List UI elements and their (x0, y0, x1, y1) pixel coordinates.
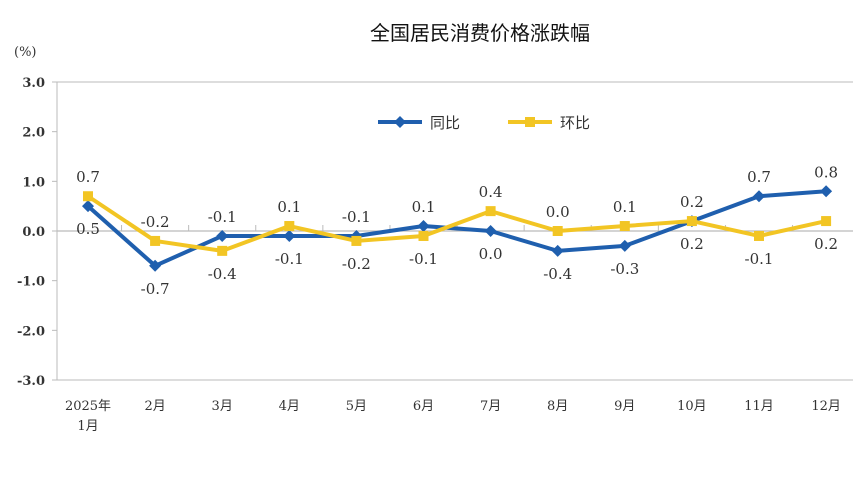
data-label: 0.4 (479, 183, 503, 201)
mom-point-marker (418, 230, 429, 241)
x-tick-label: 11月 (744, 399, 774, 414)
x-tick-label: 10月 (677, 399, 707, 414)
mom-point-marker (754, 230, 764, 241)
yoy-point-marker (484, 225, 497, 237)
data-label: -0.7 (141, 280, 170, 298)
yoy-point-marker (82, 200, 94, 213)
series-line-mom (86, 194, 827, 253)
x-tick-label: 7月 (480, 399, 501, 414)
data-label: 0.1 (412, 198, 436, 216)
yoy-point-marker (216, 229, 229, 242)
mom-point-marker (150, 235, 161, 246)
x-tick-label: 12月 (811, 399, 841, 414)
data-label: -0.1 (409, 250, 438, 268)
data-label: -0.4 (208, 265, 237, 283)
yoy-point-marker (551, 244, 564, 257)
data-label: -0.3 (610, 260, 639, 278)
data-label: 0.2 (680, 235, 704, 253)
series-line-yoy (86, 189, 827, 268)
yoy-point-marker (820, 185, 833, 198)
data-label: 0.7 (76, 168, 100, 186)
data-label: 0.2 (814, 235, 838, 253)
x-tick-label: 2025年 (65, 399, 111, 414)
mom-point-marker (552, 226, 563, 236)
data-label: -0.4 (543, 265, 572, 283)
legend-label: 同比 (430, 114, 460, 132)
data-label: 0.8 (814, 163, 838, 181)
x-tick-label: 8月 (547, 399, 568, 414)
chart-title: 全国居民消费价格涨跌幅 (370, 21, 590, 45)
data-label: -0.1 (745, 250, 774, 268)
y-tick-label: 0.0 (22, 225, 45, 240)
y-axis-unit: (%) (14, 45, 37, 60)
y-tick-label: 1.0 (22, 175, 45, 190)
y-tick-label: -3.0 (17, 374, 45, 389)
data-label: -0.1 (342, 208, 371, 226)
mom-point-marker (284, 221, 295, 232)
y-tick-label: -2.0 (17, 324, 45, 339)
data-label: -0.2 (141, 213, 170, 231)
x-tick-label: 6月 (413, 399, 434, 414)
yoy-point-marker (149, 259, 162, 272)
y-tick-label: 2.0 (22, 126, 45, 141)
legend-marker (525, 117, 535, 127)
data-label: 0.1 (613, 198, 637, 216)
yoy-point-marker (283, 229, 296, 242)
x-tick-label: 2月 (144, 399, 165, 414)
mom-point-marker (686, 216, 697, 227)
y-tick-label: -1.0 (17, 275, 45, 290)
data-label: -0.1 (208, 208, 237, 226)
mom-point-marker (821, 216, 832, 227)
data-label: 0.2 (680, 193, 704, 211)
x-tick-label: 3月 (212, 399, 233, 414)
data-label: 0.5 (76, 220, 100, 238)
mom-point-marker (485, 206, 496, 217)
mom-point-marker (217, 245, 228, 256)
y-tick-label: 3.0 (22, 76, 45, 91)
yoy-point-marker (417, 220, 430, 233)
mom-point-marker (619, 221, 630, 232)
x-tick-label: 1月 (77, 419, 98, 434)
yoy-point-marker (753, 190, 765, 203)
data-label: -0.2 (342, 255, 371, 273)
data-label: 0.7 (747, 168, 771, 186)
mom-point-marker (83, 191, 93, 202)
x-tick-label: 4月 (279, 399, 300, 414)
data-label: 0.0 (479, 245, 503, 263)
data-label: -0.1 (275, 250, 304, 268)
legend-marker (394, 116, 406, 128)
x-tick-label: 9月 (614, 399, 635, 414)
mom-point-marker (351, 235, 362, 246)
data-label: 0.0 (546, 203, 570, 221)
x-tick-label: 5月 (346, 399, 367, 414)
legend-label: 环比 (560, 114, 590, 132)
data-label: 0.1 (277, 198, 301, 216)
yoy-point-marker (618, 239, 631, 252)
